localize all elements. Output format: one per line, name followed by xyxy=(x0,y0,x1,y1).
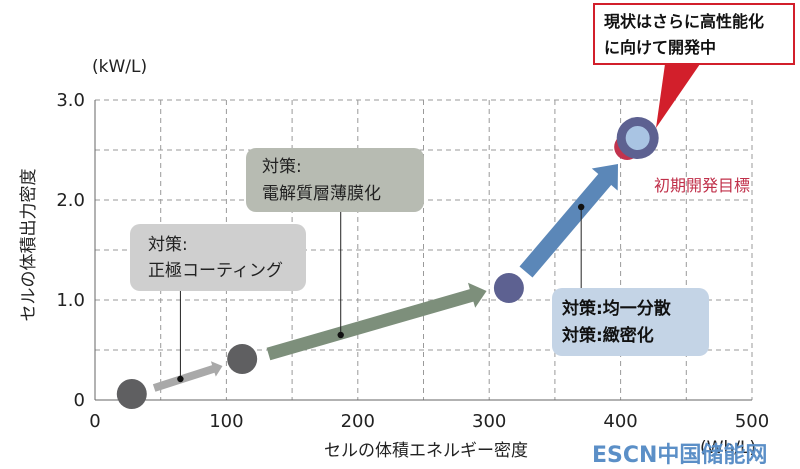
data-point xyxy=(227,344,258,374)
annotation-leader-lines xyxy=(177,203,585,383)
progress-arrow xyxy=(152,361,223,392)
data-points xyxy=(116,117,659,409)
svg-text:に向けて開発中: に向けて開発中 xyxy=(604,38,716,57)
y-tick-label: 3.0 xyxy=(56,90,85,111)
svg-text:電解質層薄膜化: 電解質層薄膜化 xyxy=(262,184,381,204)
y-tick-label: 2.0 xyxy=(56,190,85,211)
data-point xyxy=(493,273,524,303)
data-point-core xyxy=(625,126,650,150)
annotation-dispersion-densification: 対策:均一分散 対策:緻密化 xyxy=(552,288,709,356)
y-unit-label: (kW/L) xyxy=(92,57,147,77)
y-tick-label: 1.0 xyxy=(56,290,85,311)
progress-arrow xyxy=(266,282,487,361)
svg-text:対策:: 対策: xyxy=(262,157,302,177)
progress-arrow xyxy=(519,164,618,278)
leader-dot xyxy=(337,331,344,339)
progress-arrows xyxy=(152,164,618,392)
svg-text:ESCN中国储能网: ESCN中国储能网 xyxy=(592,442,767,468)
annotation-electrolyte-thinning: 対策: 電解質層薄膜化 xyxy=(246,148,424,212)
y-axis-title: セルの体積出力密度 xyxy=(19,169,39,322)
leader-dot xyxy=(177,375,184,383)
svg-text:対策:緻密化: 対策:緻密化 xyxy=(561,325,654,346)
x-tick-labels: 0 100 200 300 400 500 xyxy=(89,411,769,432)
svg-text:正極コーティング: 正極コーティング xyxy=(148,261,283,281)
target-label-line1: 初期開発目標 xyxy=(654,176,750,195)
x-tick-label: 100 xyxy=(209,411,243,432)
svg-text:現状はさらに高性能化: 現状はさらに高性能化 xyxy=(604,12,764,31)
annotation-cathode-coating: 対策: 正極コーティング xyxy=(130,224,306,291)
y-tick-label: 0 xyxy=(74,390,85,411)
svg-text:対策:均一分散: 対策:均一分散 xyxy=(561,298,672,319)
leader-dot xyxy=(577,203,585,211)
data-point xyxy=(116,379,147,409)
x-unit-label: (Wh/L) xyxy=(700,438,756,458)
development-callout: 現状はさらに高性能化 に向けて開発中 xyxy=(593,3,795,128)
x-tick-label: 200 xyxy=(341,411,375,432)
watermark: ESCN中国储能网 xyxy=(592,442,767,468)
x-tick-label: 300 xyxy=(472,411,506,432)
svg-text:対策:: 対策: xyxy=(148,235,188,255)
y-tick-labels: 0 1.0 2.0 3.0 xyxy=(56,90,85,411)
x-tick-label: 400 xyxy=(603,411,637,432)
x-axis-title: セルの体積エネルギー密度 xyxy=(324,441,528,461)
x-tick-label: 500 xyxy=(735,411,769,432)
x-tick-label: 0 xyxy=(89,411,100,432)
